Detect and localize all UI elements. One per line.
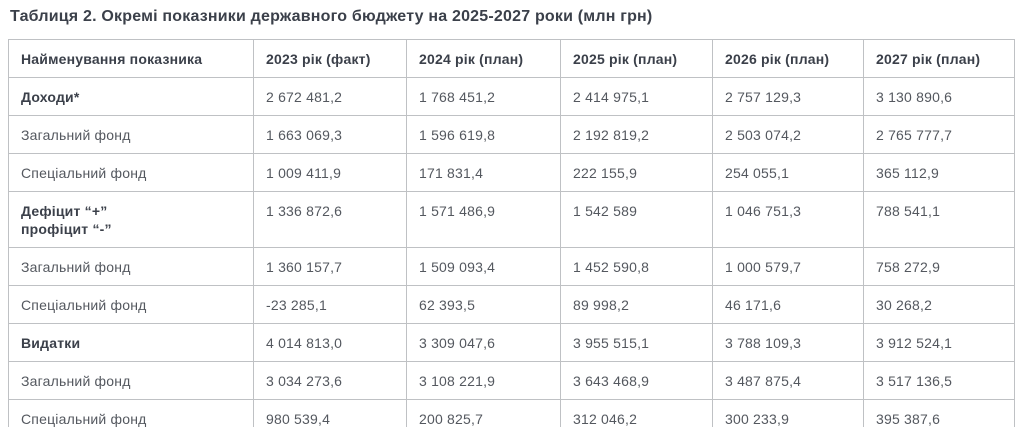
cell-value: 1 571 486,9 xyxy=(406,191,561,248)
table-row: Спеціальний фонд 980 539,4 200 825,7 312 04… xyxy=(8,399,1015,427)
row-label: Дефіцит “+” профіцит “-” xyxy=(8,191,254,248)
table-header-row: Найменування показника 2023 рік (факт) 202… xyxy=(8,39,1015,78)
cell-value: 30 268,2 xyxy=(863,285,1015,324)
table-body: Доходи* 2 672 481,2 1 768 451,2 2 414 975,1… xyxy=(8,77,1015,427)
cell-value: 2 672 481,2 xyxy=(253,77,407,116)
budget-table: Найменування показника 2023 рік (факт) 202… xyxy=(8,39,1015,427)
cell-value: 200 825,7 xyxy=(406,399,561,427)
cell-value: 3 130 890,6 xyxy=(863,77,1015,116)
cell-value: 62 393,5 xyxy=(406,285,561,324)
page-title: Таблиця 2. Окремі показники державного б… xyxy=(10,8,653,25)
cell-value: 1 009 411,9 xyxy=(253,153,407,192)
cell-value: 1 000 579,7 xyxy=(712,247,864,286)
cell-value: 1 596 619,8 xyxy=(406,115,561,154)
row-label: Спеціальний фонд xyxy=(8,285,254,324)
cell-value: 171 831,4 xyxy=(406,153,561,192)
cell-value: 1 542 589 xyxy=(560,191,713,248)
cell-value: 758 272,9 xyxy=(863,247,1015,286)
row-label: Загальний фонд xyxy=(8,115,254,154)
column-header: 2025 рік (план) xyxy=(560,39,713,78)
cell-value: 1 336 872,6 xyxy=(253,191,407,248)
cell-value: 395 387,6 xyxy=(863,399,1015,427)
cell-value: 1 663 069,3 xyxy=(253,115,407,154)
cell-value: 365 112,9 xyxy=(863,153,1015,192)
cell-value: 3 108 221,9 xyxy=(406,361,561,400)
cell-value: 300 233,9 xyxy=(712,399,864,427)
cell-value: 3 788 109,3 xyxy=(712,323,864,362)
cell-value: 3 517 136,5 xyxy=(863,361,1015,400)
cell-value: 2 503 074,2 xyxy=(712,115,864,154)
table-row: Спеціальний фонд 1 009 411,9 171 831,4 222 … xyxy=(8,153,1015,192)
column-header: Найменування показника xyxy=(8,39,254,78)
cell-value: 46 171,6 xyxy=(712,285,864,324)
cell-value: 980 539,4 xyxy=(253,399,407,427)
row-label: Загальний фонд xyxy=(8,247,254,286)
cell-value: 254 055,1 xyxy=(712,153,864,192)
table-row: Загальний фонд 1 663 069,3 1 596 619,8 2 19… xyxy=(8,115,1015,154)
cell-value: 1 452 590,8 xyxy=(560,247,713,286)
cell-value: 3 034 273,6 xyxy=(253,361,407,400)
table-row: Дефіцит “+” профіцит “-” 1 336 872,6 1 571… xyxy=(8,191,1015,248)
table-row: Спеціальний фонд -23 285,1 62 393,5 89 998,… xyxy=(8,285,1015,324)
cell-value: -23 285,1 xyxy=(253,285,407,324)
cell-value: 3 955 515,1 xyxy=(560,323,713,362)
cell-value: 4 014 813,0 xyxy=(253,323,407,362)
cell-value: 222 155,9 xyxy=(560,153,713,192)
cell-value: 1 360 157,7 xyxy=(253,247,407,286)
column-header: 2023 рік (факт) xyxy=(253,39,407,78)
cell-value: 2 192 819,2 xyxy=(560,115,713,154)
column-header: 2026 рік (план) xyxy=(712,39,864,78)
cell-value: 2 765 777,7 xyxy=(863,115,1015,154)
cell-value: 312 046,2 xyxy=(560,399,713,427)
cell-value: 1 768 451,2 xyxy=(406,77,561,116)
column-header: 2024 рік (план) xyxy=(406,39,561,78)
cell-value: 788 541,1 xyxy=(863,191,1015,248)
row-label: Видатки xyxy=(8,323,254,362)
cell-value: 1 046 751,3 xyxy=(712,191,864,248)
row-label: Доходи* xyxy=(8,77,254,116)
table-row: Загальний фонд 1 360 157,7 1 509 093,4 1 45… xyxy=(8,247,1015,286)
row-label: Загальний фонд xyxy=(8,361,254,400)
row-label: Спеціальний фонд xyxy=(8,153,254,192)
cell-value: 1 509 093,4 xyxy=(406,247,561,286)
column-header: 2027 рік (план) xyxy=(863,39,1015,78)
cell-value: 2 757 129,3 xyxy=(712,77,864,116)
table-row: Загальний фонд 3 034 273,6 3 108 221,9 3 64… xyxy=(8,361,1015,400)
cell-value: 3 912 524,1 xyxy=(863,323,1015,362)
table-row: Доходи* 2 672 481,2 1 768 451,2 2 414 975,1… xyxy=(8,77,1015,116)
cell-value: 3 487 875,4 xyxy=(712,361,864,400)
cell-value: 3 309 047,6 xyxy=(406,323,561,362)
cell-value: 89 998,2 xyxy=(560,285,713,324)
cell-value: 2 414 975,1 xyxy=(560,77,713,116)
row-label: Спеціальний фонд xyxy=(8,399,254,427)
cell-value: 3 643 468,9 xyxy=(560,361,713,400)
table-row: Видатки 4 014 813,0 3 309 047,6 3 955 515,1… xyxy=(8,323,1015,362)
